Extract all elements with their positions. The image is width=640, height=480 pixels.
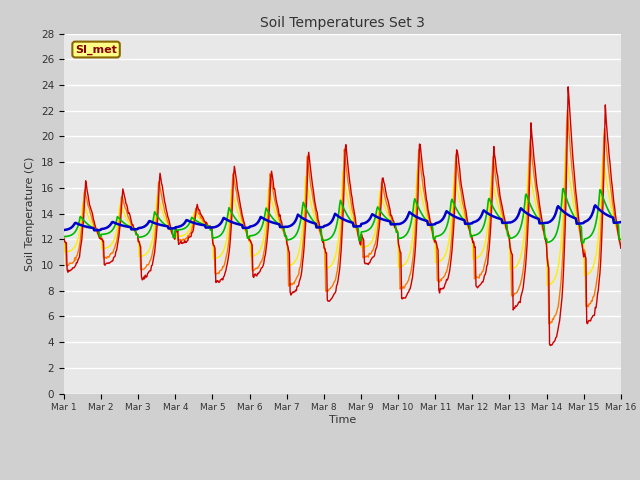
X-axis label: Time: Time [329,415,356,425]
Y-axis label: Soil Temperature (C): Soil Temperature (C) [26,156,35,271]
Title: Soil Temperatures Set 3: Soil Temperatures Set 3 [260,16,425,30]
Text: SI_met: SI_met [75,44,117,55]
Legend: TC3_2Cm, TC3_4Cm, TC3_8Cm, TC3_16Cm, TC3_32Cm: TC3_2Cm, TC3_4Cm, TC3_8Cm, TC3_16Cm, TC3… [86,476,598,480]
